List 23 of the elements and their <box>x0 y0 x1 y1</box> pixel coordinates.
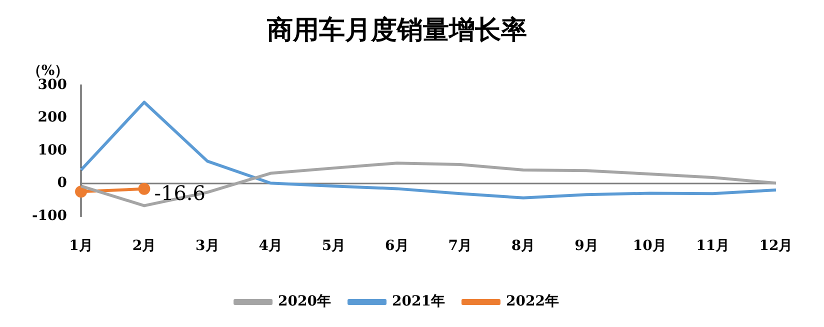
y-tick-label: 300 <box>38 76 68 93</box>
y-tick-label: 200 <box>38 110 68 126</box>
x-tick-label: 6月 <box>385 238 409 254</box>
x-tick-label: 5月 <box>322 238 346 254</box>
x-tick-label: 11月 <box>696 238 730 254</box>
x-tick-label: 9月 <box>574 238 598 254</box>
x-tick-label: 4月 <box>258 238 282 254</box>
y-tick-label: 100 <box>38 142 68 158</box>
x-tick-label: 12月 <box>759 238 793 254</box>
x-tick-label: 7月 <box>448 238 472 254</box>
y-tick-label: -100 <box>32 208 68 224</box>
x-tick-label: 8月 <box>511 238 536 254</box>
data-label: -16.6 <box>154 181 206 206</box>
legend-label: 2020年 <box>278 294 332 310</box>
x-tick-label: 3月 <box>196 238 220 254</box>
x-tick-label: 2月 <box>132 238 156 254</box>
x-tick-label: 1月 <box>69 238 93 254</box>
x-tick-label: 10月 <box>632 238 666 254</box>
legend-label: 2021年 <box>392 294 445 310</box>
y-tick-label: 0 <box>57 175 68 192</box>
y-axis-title: （%） <box>27 62 69 79</box>
legend-label: 2022年 <box>506 294 559 310</box>
chart-title: 商用车月度销量增长率 <box>266 15 527 46</box>
